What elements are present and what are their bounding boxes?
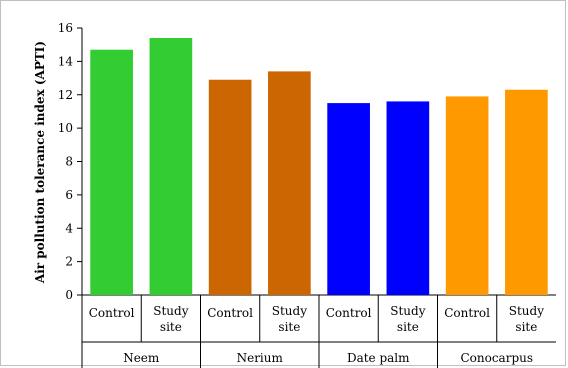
category-label: Control bbox=[207, 306, 253, 320]
group-label: Date palm bbox=[347, 351, 410, 365]
category-label: Study site bbox=[272, 304, 307, 334]
bar-0-0 bbox=[90, 49, 133, 295]
category-label: Study site bbox=[153, 304, 188, 334]
bar-2-1 bbox=[386, 101, 430, 295]
y-tick-label: 0 bbox=[65, 288, 73, 302]
category-labels: Control Study site Neem Control Study site Neri… bbox=[89, 304, 544, 365]
axes: 0 2 4 6 8 10 12 14 16 bbox=[58, 21, 556, 368]
y-tick-label: 14 bbox=[58, 54, 74, 68]
y-tick-label: 8 bbox=[65, 155, 73, 169]
category-label: Control bbox=[444, 306, 490, 320]
category-label: Control bbox=[89, 306, 135, 320]
bar-3-1 bbox=[505, 89, 548, 296]
bar-2-0 bbox=[327, 103, 370, 295]
y-tick-label: 16 bbox=[58, 21, 73, 35]
y-tick-label: 4 bbox=[65, 221, 73, 235]
bar-1-1 bbox=[268, 71, 311, 295]
group-label: Conocarpus bbox=[460, 351, 533, 365]
y-tick-label: 6 bbox=[65, 188, 73, 202]
y-tick-label: 12 bbox=[58, 88, 73, 102]
bar-3-0 bbox=[445, 96, 489, 295]
y-tick-label: 2 bbox=[65, 255, 73, 269]
bar-0-1 bbox=[149, 38, 193, 295]
category-label: Study site bbox=[509, 304, 544, 334]
group-label: Neem bbox=[123, 351, 160, 365]
bar-1-0 bbox=[208, 79, 252, 295]
group-label: Nerium bbox=[237, 351, 284, 365]
y-tick-label: 10 bbox=[58, 121, 73, 135]
y-axis-label: Air pollution tolerance index (APTI) bbox=[33, 41, 47, 284]
category-label: Control bbox=[326, 306, 372, 320]
bars bbox=[90, 38, 548, 296]
category-label: Study site bbox=[390, 304, 425, 334]
